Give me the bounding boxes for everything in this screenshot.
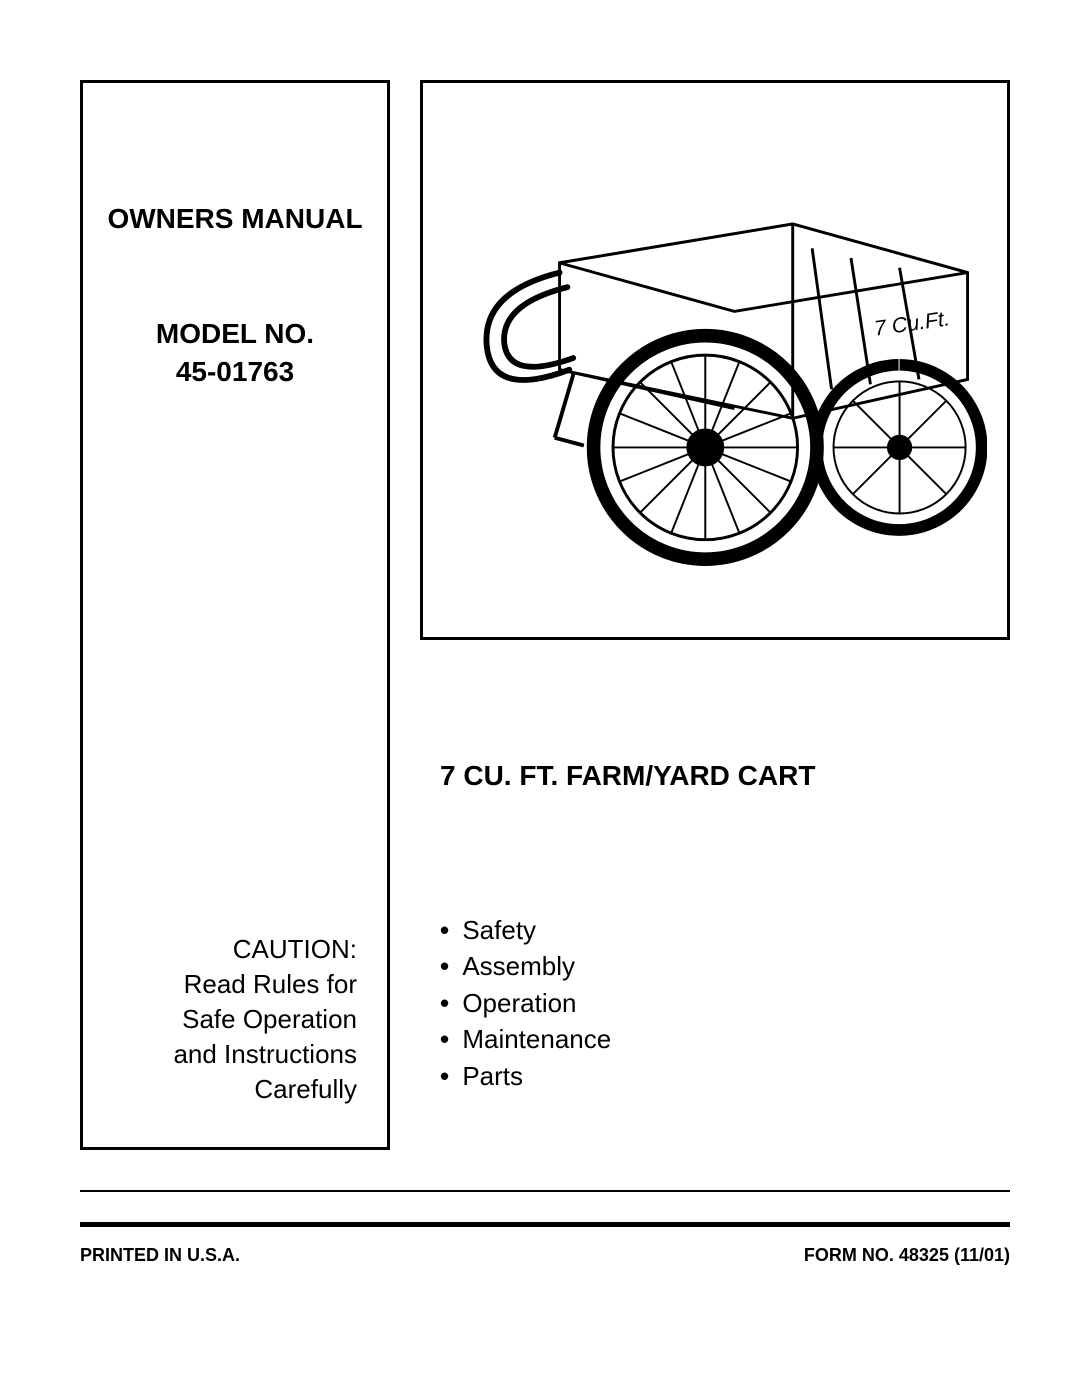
cart-illustration: 7 Cu.Ft. <box>443 103 987 617</box>
product-image-box: 7 Cu.Ft. <box>420 80 1010 640</box>
caution-line-4: Carefully <box>103 1072 357 1107</box>
caution-block: CAUTION: Read Rules for Safe Operation a… <box>103 932 367 1107</box>
footer-left: PRINTED IN U.S.A. <box>80 1245 240 1266</box>
model-no-value: 45-01763 <box>103 353 367 391</box>
caution-line-2: Safe Operation <box>103 1002 357 1037</box>
footer-right: FORM NO. 48325 (11/01) <box>804 1245 1010 1266</box>
caution-label: CAUTION: <box>103 932 357 967</box>
top-row: OWNERS MANUAL MODEL NO. 45-01763 CAUTION… <box>80 80 1010 1150</box>
owners-manual-heading: OWNERS MANUAL <box>103 203 367 235</box>
list-item: Safety <box>440 912 1010 948</box>
footer-row: PRINTED IN U.S.A. FORM NO. 48325 (11/01) <box>80 1245 1010 1266</box>
model-block: MODEL NO. 45-01763 <box>103 315 367 391</box>
caution-line-1: Read Rules for <box>103 967 357 1002</box>
list-item: Maintenance <box>440 1021 1010 1057</box>
list-item: Parts <box>440 1058 1010 1094</box>
contents-list: Safety Assembly Operation Maintenance Pa… <box>440 912 1010 1094</box>
left-box-upper: OWNERS MANUAL MODEL NO. 45-01763 <box>103 203 367 391</box>
model-no-label: MODEL NO. <box>103 315 367 353</box>
list-item: Operation <box>440 985 1010 1021</box>
divider-thin <box>80 1190 1010 1192</box>
list-item: Assembly <box>440 948 1010 984</box>
divider-thick <box>80 1222 1010 1227</box>
product-title: 7 CU. FT. FARM/YARD CART <box>440 760 1010 792</box>
caution-line-3: and Instructions <box>103 1037 357 1072</box>
right-column: 7 Cu.Ft. <box>420 80 1010 1094</box>
left-info-box: OWNERS MANUAL MODEL NO. 45-01763 CAUTION… <box>80 80 390 1150</box>
manual-cover-page: OWNERS MANUAL MODEL NO. 45-01763 CAUTION… <box>0 0 1080 1400</box>
